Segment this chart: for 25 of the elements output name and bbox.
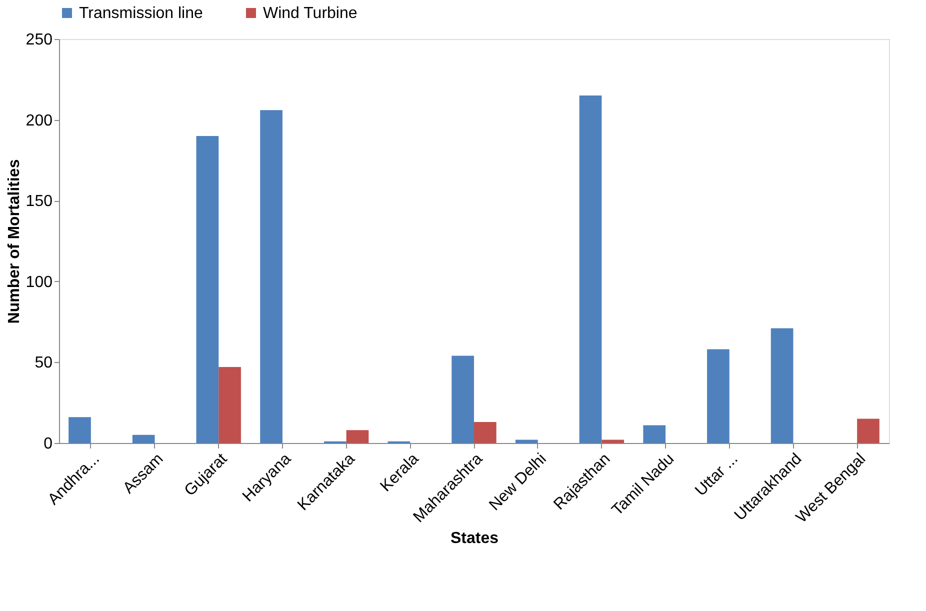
bar — [132, 434, 155, 443]
x-axis-title: States — [450, 530, 499, 547]
legend-label: Wind Turbine — [263, 5, 358, 22]
y-tick-label: 50 — [34, 354, 53, 372]
y-axis-title: Number of Mortalities — [6, 159, 23, 324]
bar — [707, 349, 730, 443]
bar — [770, 328, 794, 443]
bar — [346, 430, 369, 443]
y-tick-label: 200 — [26, 112, 53, 130]
bar — [643, 425, 666, 443]
bar — [602, 440, 624, 443]
y-tick-label: 250 — [26, 32, 53, 48]
legend-label: Transmission line — [79, 5, 203, 22]
y-tick-label: 100 — [26, 274, 53, 291]
bar — [68, 417, 91, 443]
bar — [218, 367, 241, 443]
bar — [579, 96, 602, 443]
y-tick-label: 0 — [44, 436, 53, 452]
bar — [196, 136, 219, 443]
y-tick-label: 150 — [26, 193, 53, 210]
bar — [474, 422, 496, 443]
bar — [452, 356, 474, 443]
bar — [857, 418, 880, 443]
bar — [260, 110, 282, 443]
bar — [516, 440, 538, 443]
